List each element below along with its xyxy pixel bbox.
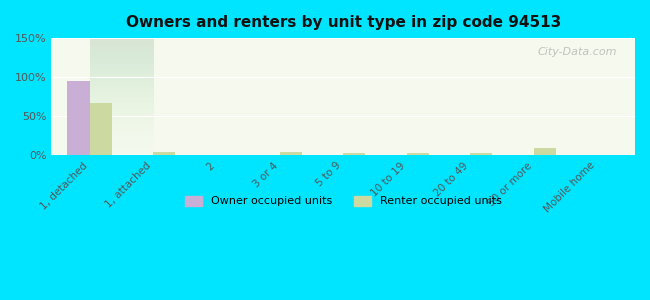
Text: City-Data.com: City-Data.com bbox=[538, 47, 617, 58]
Title: Owners and renters by unit type in zip code 94513: Owners and renters by unit type in zip c… bbox=[125, 15, 561, 30]
Bar bbox=[153, 152, 175, 155]
Bar bbox=[407, 153, 429, 155]
Bar bbox=[470, 153, 492, 155]
Legend: Owner occupied units, Renter occupied units: Owner occupied units, Renter occupied un… bbox=[181, 191, 506, 211]
Bar bbox=[90, 103, 112, 155]
Bar bbox=[343, 153, 365, 155]
Bar bbox=[534, 148, 556, 155]
Bar bbox=[280, 152, 302, 155]
Bar bbox=[68, 81, 90, 155]
